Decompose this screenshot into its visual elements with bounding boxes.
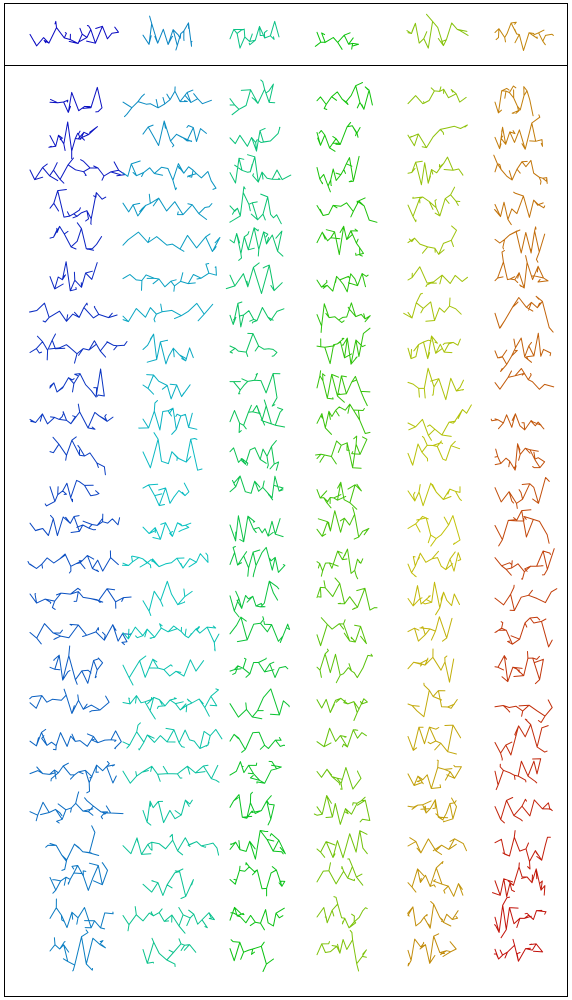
molecule-grid bbox=[0, 0, 572, 1000]
frame bbox=[5, 4, 568, 997]
